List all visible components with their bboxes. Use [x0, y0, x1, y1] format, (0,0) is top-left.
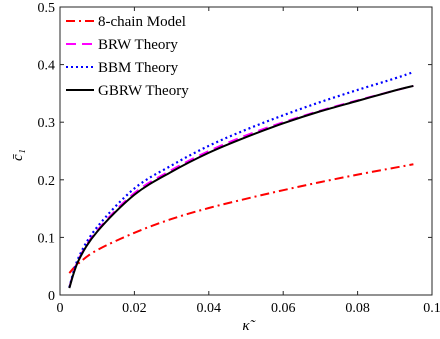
x-tick-label: 0.04 — [197, 301, 222, 316]
legend: 8-chain Model BRW Theory BBM Theory GBRW Th… — [66, 14, 189, 99]
x-axis-label: κ̃ — [242, 318, 255, 334]
plot-frame — [59, 6, 433, 296]
y-tick-label: 0.4 — [38, 59, 56, 74]
legend-label: BRW Theory — [98, 37, 178, 53]
legend-label: 8-chain Model — [98, 14, 186, 30]
series-line-8-chain-model — [68, 163, 414, 274]
y-tick-label: 0 — [48, 289, 55, 304]
legend-label: GBRW Theory — [98, 83, 189, 99]
y-tick-label: 0.3 — [38, 116, 56, 131]
x-tick-label: 0.06 — [271, 301, 296, 316]
y-tick-label: 0.5 — [38, 1, 56, 16]
tick-layer: 0 0.02 0.04 0.06 0.08 0.1 0 0.1 0.2 0.3 0.4 0.5 — [38, 1, 440, 316]
plot-background — [60, 7, 432, 295]
x-tick-label: 0.1 — [423, 301, 440, 316]
legend-label: BBM Theory — [98, 60, 179, 76]
y-axis-label: c̄₁ — [10, 149, 26, 161]
series-line-gbrw-theory — [68, 84, 414, 289]
x-tick-label: 0 — [57, 301, 64, 316]
series-layer — [68, 71, 414, 289]
y-tick-label: 0.1 — [38, 231, 56, 246]
y-tick-label: 0.2 — [38, 174, 56, 189]
x-tick-label: 0.02 — [122, 301, 147, 316]
x-tick-label: 0.08 — [345, 301, 370, 316]
